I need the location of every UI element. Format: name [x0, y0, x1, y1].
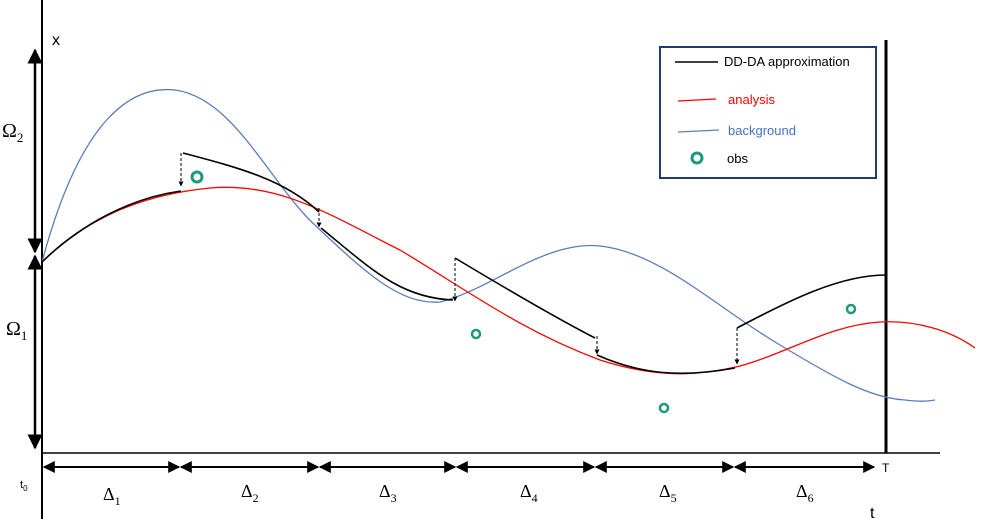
correction-arrows	[178, 153, 740, 365]
observations	[190, 170, 857, 414]
legend-label-obs: obs	[727, 151, 748, 166]
legend-swatch-analysis	[677, 98, 717, 102]
y-axis-label: x	[52, 32, 60, 49]
analysis-curve	[41, 186, 976, 375]
t0-label: t0	[20, 479, 28, 493]
delta5-label: Δ5	[659, 481, 677, 505]
obs-point	[658, 402, 670, 414]
legend-box	[659, 46, 877, 179]
delta1-label: Δ1	[103, 484, 121, 508]
x-axis-label: t	[870, 505, 875, 519]
legend-label-analysis: analysis	[728, 92, 775, 107]
legend-label-background: background	[728, 123, 796, 138]
legend: DD-DA approximation analysis background …	[659, 46, 877, 179]
delta2-label: Δ2	[241, 481, 259, 505]
delta6-label: Δ6	[796, 481, 814, 505]
obs-point	[470, 328, 482, 340]
omega2-label: Ω2	[2, 120, 23, 145]
obs-point	[190, 170, 204, 184]
legend-label-approximation: DD-DA approximation	[724, 54, 850, 69]
dd-da-approximation	[41, 152, 887, 375]
omega1-label: Ω1	[6, 318, 27, 343]
delta4-label: Δ4	[520, 481, 538, 505]
legend-swatch-background	[677, 129, 720, 133]
T-label: T	[882, 461, 890, 475]
legend-swatch-obs	[690, 151, 704, 165]
obs-point	[845, 303, 857, 315]
delta3-label: Δ3	[379, 481, 397, 505]
